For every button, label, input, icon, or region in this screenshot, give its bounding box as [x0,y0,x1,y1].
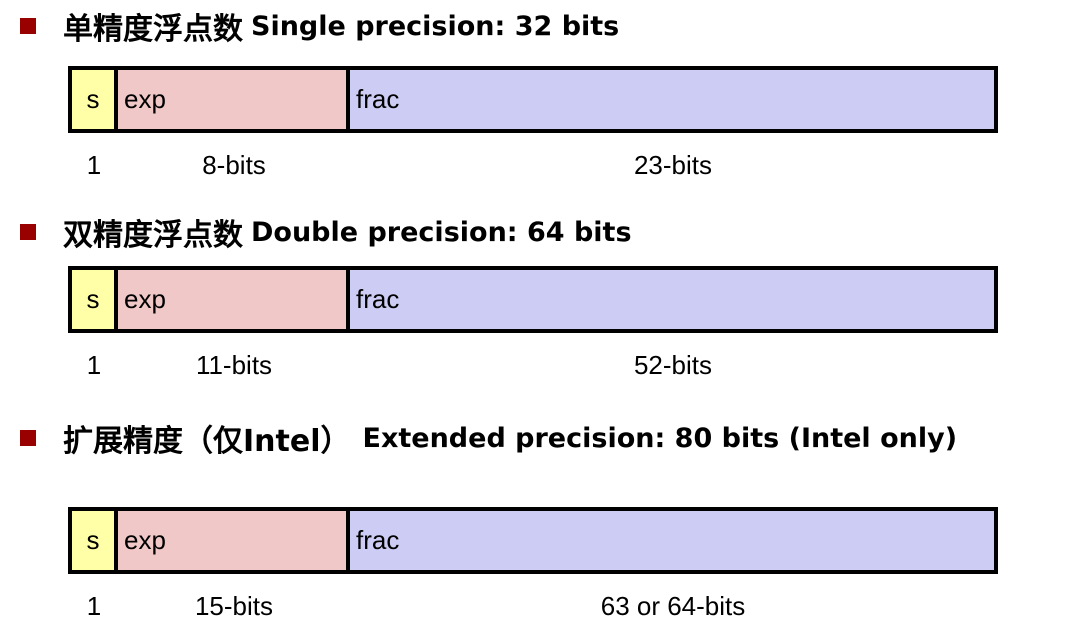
exp-field: exp [118,270,350,329]
section-header-double: 双精度浮点数 Double precision: 64 bits [20,210,632,254]
exp-bits-label: 15-bits [194,591,274,621]
title-en: Single precision: 32 bits [251,10,620,42]
single-precision-layout: s exp frac [68,66,998,133]
title-cn: 双精度浮点数 [63,218,243,253]
frac-bits-label: 23-bits [633,150,713,180]
frac-field: frac [350,70,994,129]
frac-field: frac [350,511,994,570]
section-header-single: 单精度浮点数 Single precision: 32 bits [20,4,619,48]
bullet-icon [20,430,36,446]
extended-precision-layout: s exp frac [68,507,998,574]
exp-bits-label: 8-bits [202,150,266,180]
frac-bits-label: 52-bits [633,350,713,380]
title-cn: 单精度浮点数 [63,12,243,47]
title-en: Extended precision: 80 bits (Intel only) [362,422,958,454]
exp-field: exp [118,511,350,570]
sign-bits-label: 1 [86,150,102,180]
sign-field: s [72,511,118,570]
double-precision-layout: s exp frac [68,266,998,333]
exp-field: exp [118,70,350,129]
bullet-icon [20,224,36,240]
exp-bits-label: 11-bits [195,350,273,380]
section-header-extended: 扩展精度（仅Intel） Extended precision: 80 bits… [20,416,957,460]
sign-bits-label: 1 [86,350,102,380]
title-en: Double precision: 64 bits [251,216,632,248]
title-cn: 扩展精度（仅Intel） [63,424,351,459]
bullet-icon [20,18,36,34]
frac-bits-label: 63 or 64-bits [600,591,746,621]
sign-bits-label: 1 [86,591,102,621]
sign-field: s [72,70,118,129]
sign-field: s [72,270,118,329]
frac-field: frac [350,270,994,329]
